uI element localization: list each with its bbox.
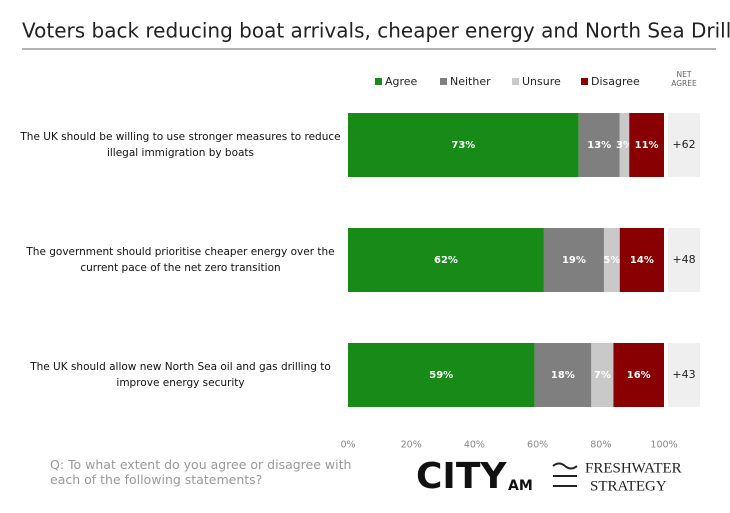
bar-segment	[348, 343, 535, 407]
bar-segment	[591, 343, 614, 407]
net-label: +43	[672, 368, 695, 381]
value-label: 59%	[429, 370, 453, 381]
logo-city: CITY	[416, 456, 507, 497]
value-label: 19%	[562, 255, 586, 266]
bar-segment	[603, 228, 620, 292]
bar-segment	[534, 343, 592, 407]
logo-freshwater: FRESHWATER	[585, 460, 682, 476]
value-label: 18%	[551, 370, 575, 381]
category-label: The UK should allow new North Sea oil an…	[30, 361, 331, 389]
value-label: 14%	[630, 255, 654, 266]
value-label: 73%	[451, 140, 475, 151]
footnote: Q: To what extent do you agree or disagr…	[50, 457, 352, 487]
net-box	[668, 113, 700, 177]
category-label: The government should prioritise cheaper…	[26, 246, 335, 274]
bar-segment	[348, 228, 544, 292]
value-label: 11%	[635, 140, 659, 151]
category-label: The UK should be willing to use stronger…	[20, 131, 341, 159]
net-box	[668, 343, 700, 407]
legend-label: Agree	[385, 75, 418, 88]
value-label: 7%	[594, 370, 611, 381]
value-label: 13%	[587, 140, 611, 151]
x-tick-label: 100%	[650, 440, 677, 451]
legend-swatch	[375, 78, 382, 85]
value-label: 5%	[603, 255, 620, 266]
x-tick-label: 40%	[464, 440, 485, 451]
x-tick-label: 0%	[340, 440, 355, 451]
x-tick-label: 60%	[527, 440, 548, 451]
logo-am: AM	[508, 478, 533, 494]
legend-swatch	[512, 78, 519, 85]
value-label: 16%	[627, 370, 651, 381]
net-label: +62	[672, 138, 695, 151]
logo-mark	[552, 462, 578, 487]
net-box	[668, 228, 700, 292]
net-label: +48	[672, 253, 695, 266]
legend-label: Disagree	[591, 75, 640, 88]
x-tick-label: 80%	[590, 440, 611, 451]
legend-swatch	[581, 78, 588, 85]
net-header: NET AGREE	[671, 70, 697, 88]
value-label: 3%	[616, 140, 633, 151]
bar-segment	[578, 113, 620, 177]
legend-swatch	[440, 78, 447, 85]
x-tick-label: 20%	[401, 440, 422, 451]
value-label: 62%	[434, 255, 458, 266]
bar-segment	[619, 228, 664, 292]
chart-title: Voters back reducing boat arrivals, chea…	[22, 19, 730, 43]
bar-segment	[619, 113, 630, 177]
bar-segment	[348, 113, 579, 177]
legend-label: Neither	[450, 75, 491, 88]
bar-segment	[543, 228, 604, 292]
logo-strategy: STRATEGY	[590, 478, 667, 494]
bar-segment	[629, 113, 664, 177]
bar-segment	[613, 343, 664, 407]
legend-label: Unsure	[522, 75, 561, 88]
